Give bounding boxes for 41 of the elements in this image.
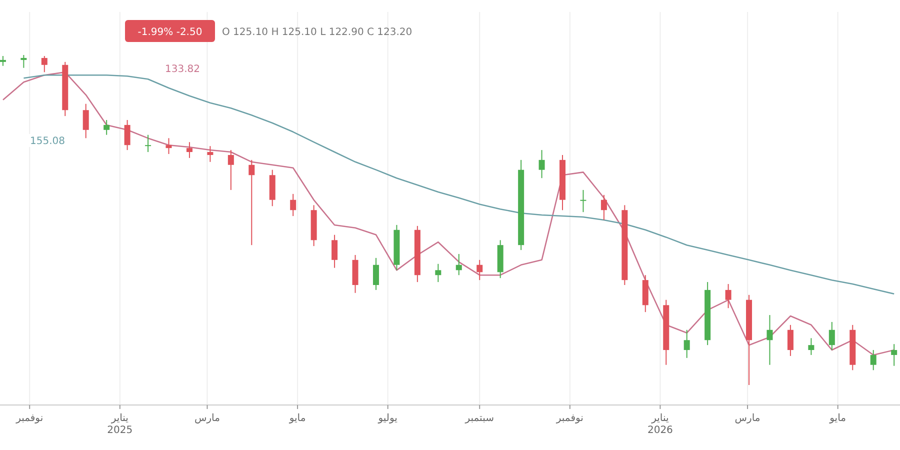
candlestick [476, 259, 483, 281]
candlestick [0, 55, 6, 66]
candlestick [538, 150, 545, 179]
candlestick [580, 189, 586, 213]
x-tick-label: مارس [734, 413, 760, 424]
candlestick [145, 134, 152, 153]
annotation: 155.08 [30, 136, 65, 147]
candlestick [207, 146, 214, 162]
candlestick [787, 324, 794, 356]
candlestick [684, 329, 690, 358]
candlestick [290, 193, 296, 217]
x-tick-label: مارس [194, 413, 220, 424]
candlestick [435, 263, 442, 283]
candlestick [600, 194, 607, 220]
candlestick [228, 150, 234, 190]
candlestick [891, 344, 898, 366]
candlestick [104, 120, 110, 136]
candlestick [725, 284, 732, 309]
x-tick-label: مايو [828, 413, 846, 424]
candlestick [41, 55, 48, 73]
candlestick [20, 54, 27, 68]
candlestick [332, 234, 338, 268]
candlestick [372, 257, 379, 290]
candlestick [870, 350, 876, 371]
candlestick [124, 120, 130, 151]
candlestick [766, 314, 773, 366]
candlestick [248, 159, 255, 246]
candlestick [828, 321, 835, 351]
candlestick [82, 103, 89, 139]
x-tick-label: يوليو [377, 413, 398, 424]
x-tick-label: سبتمبر [464, 413, 494, 424]
candlestick [166, 138, 172, 154]
candlestick [456, 253, 462, 276]
x-tick-label: نوفمبر [555, 413, 584, 424]
text: O 125.10 H 125.10 L 122.90 C 123.20 [222, 27, 412, 38]
annotation: 133.82 [165, 64, 200, 75]
x-tick-label: مايو [288, 413, 306, 424]
candlestick [186, 142, 192, 158]
x-tick-label: نوفمبر [15, 413, 44, 424]
text: -1.99% -2.50 [138, 27, 202, 38]
candlestick [808, 338, 814, 356]
